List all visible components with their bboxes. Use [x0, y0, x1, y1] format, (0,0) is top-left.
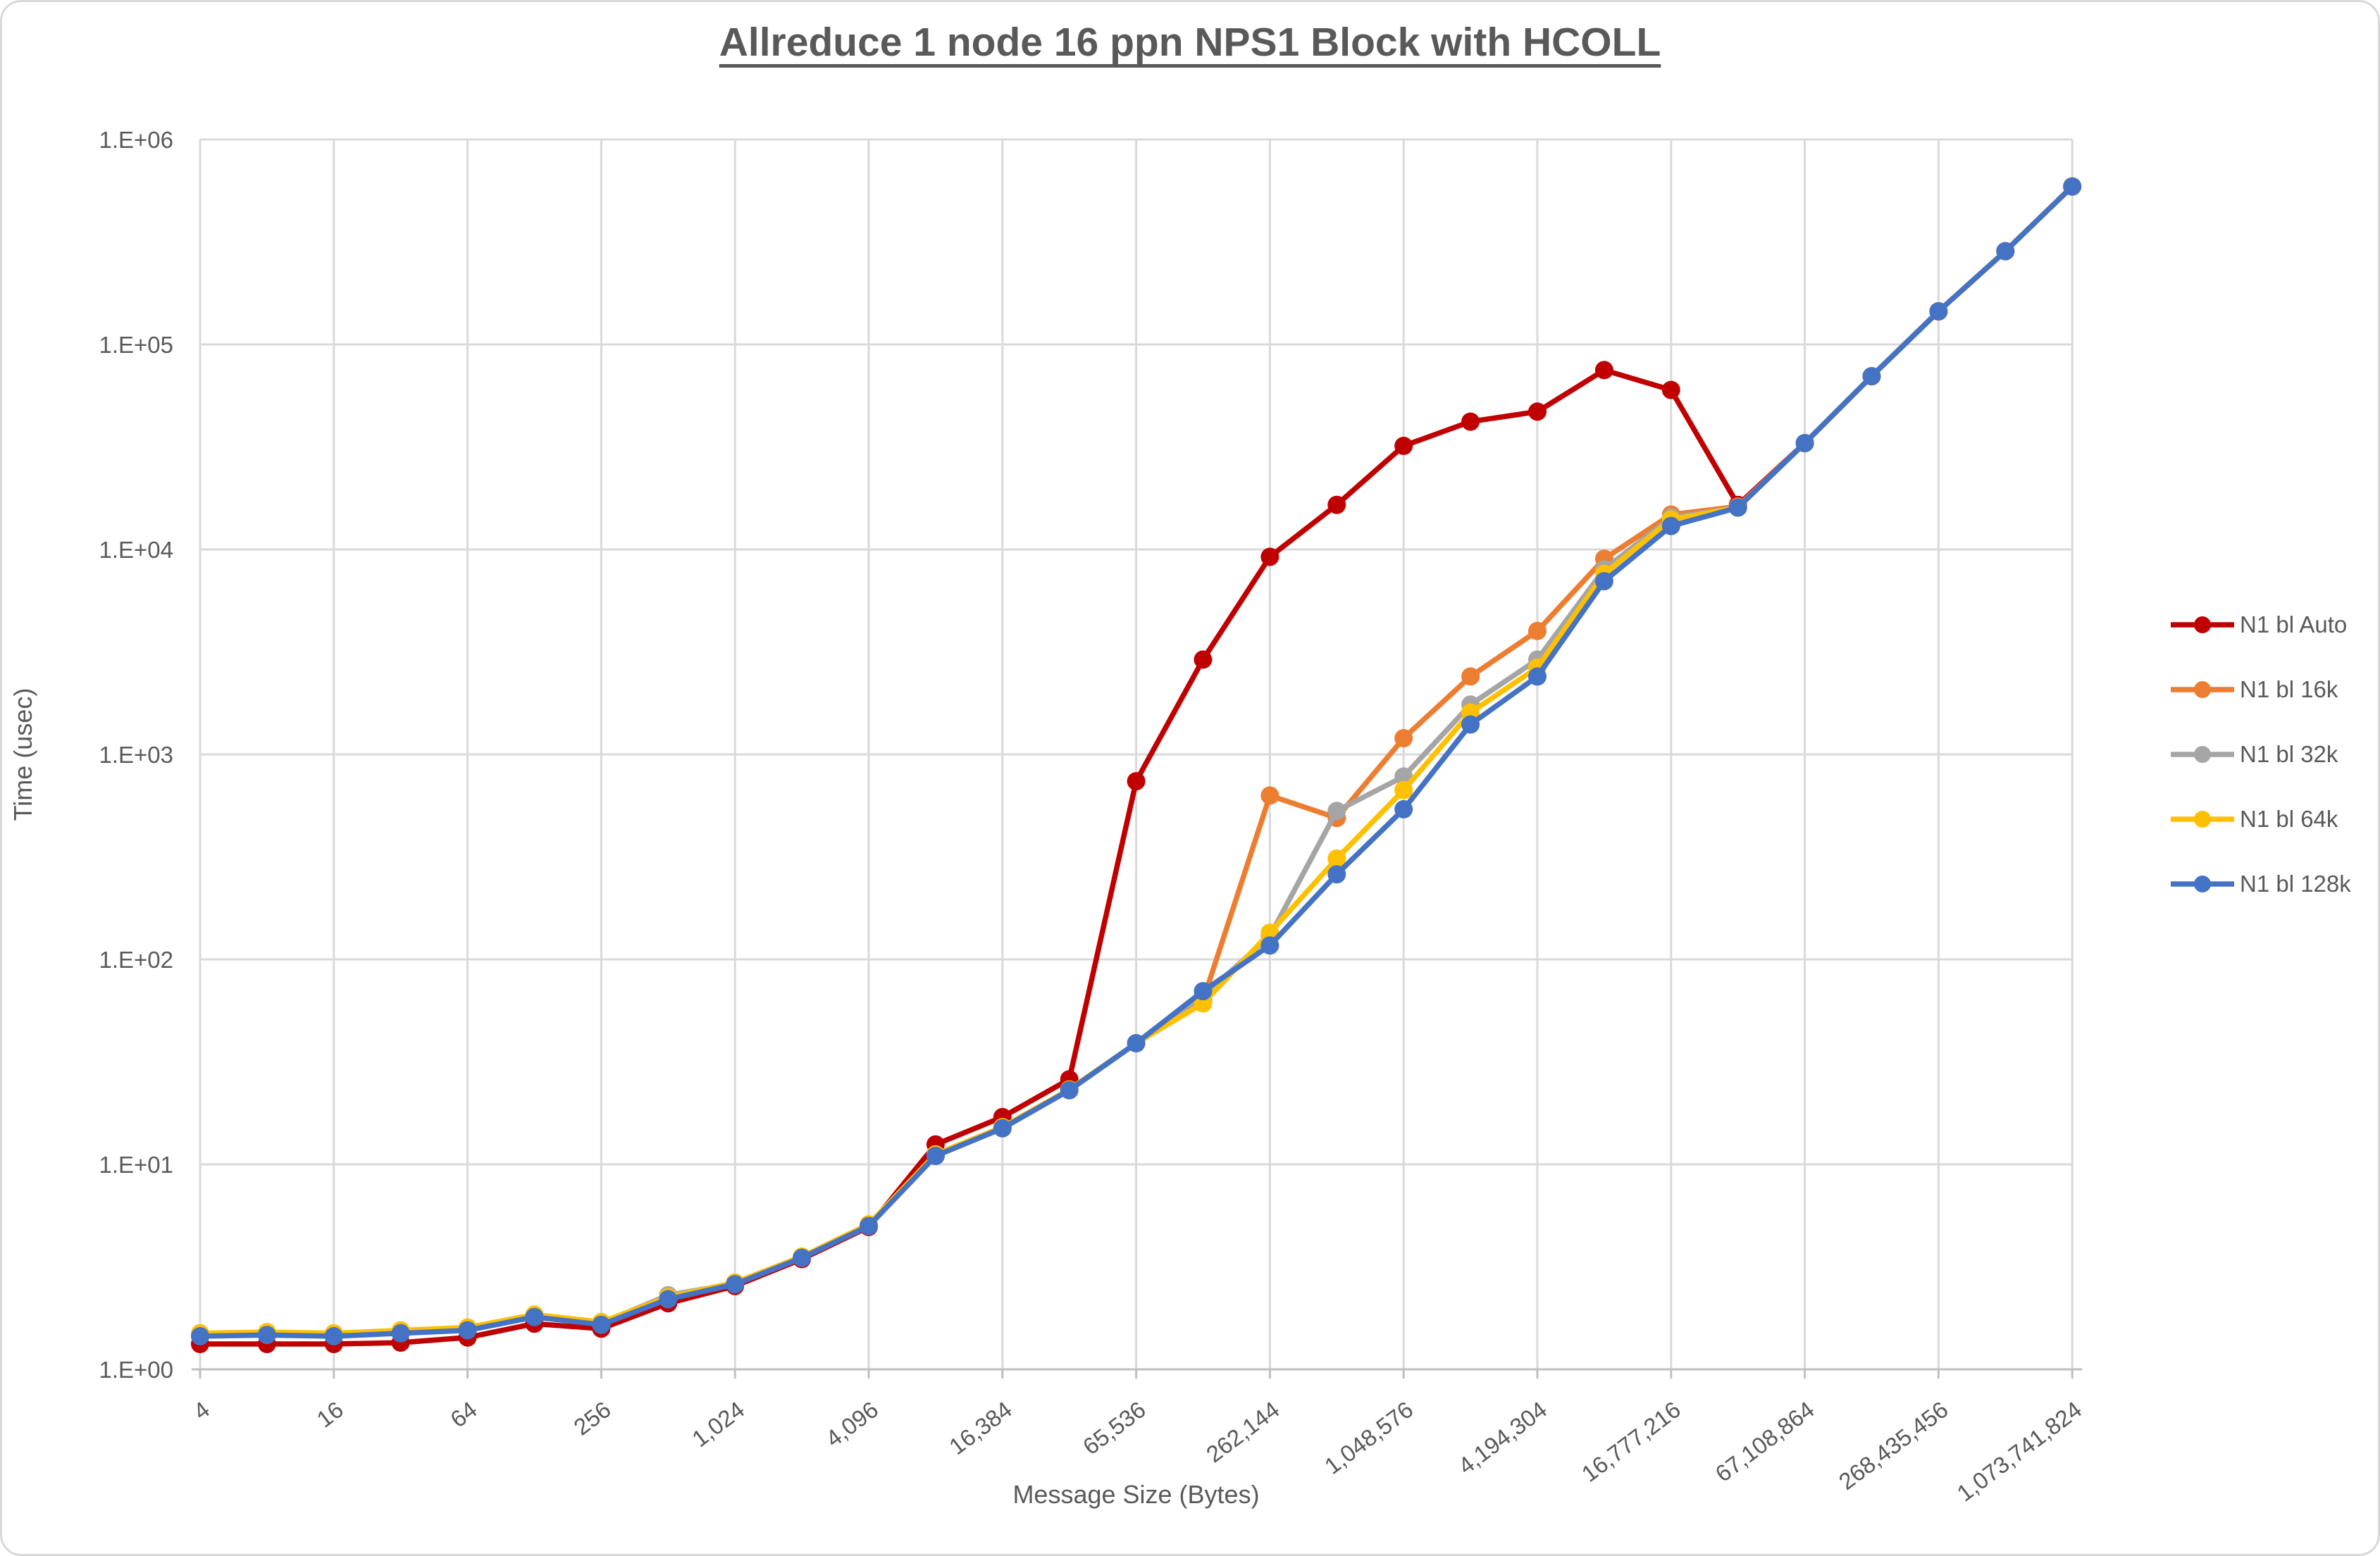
data-point [1394, 780, 1413, 799]
x-tick-label: 4,194,304 [1454, 1396, 1552, 1479]
x-tick-label: 4 [188, 1396, 214, 1425]
legend-marker [2194, 616, 2211, 633]
data-point [1461, 667, 1480, 686]
data-point [1461, 715, 1480, 734]
x-tick-label: 65,536 [1078, 1396, 1151, 1459]
legend-marker [2194, 746, 2211, 763]
x-tick-label: 16 [311, 1396, 348, 1433]
data-point [1260, 936, 1279, 955]
data-point [1127, 772, 1146, 791]
y-tick-label: 1.E+03 [99, 742, 173, 768]
data-point [1795, 434, 1814, 453]
legend-marker [2194, 681, 2211, 698]
data-point [1394, 437, 1413, 455]
x-tick-label: 1,048,576 [1320, 1396, 1418, 1479]
x-tick-label: 4,096 [821, 1396, 883, 1452]
data-point [1260, 786, 1279, 805]
legend-item-n1-bl-16k: N1 bl 16k [2171, 676, 2338, 702]
data-point [1862, 367, 1881, 386]
data-point [1594, 572, 1613, 591]
data-point [726, 1275, 745, 1294]
legend-label: N1 bl 32k [2240, 741, 2338, 767]
chart-title: Allreduce 1 node 16 ppn NPS1 Block with … [719, 20, 1661, 65]
data-point [1528, 402, 1547, 421]
data-point [1661, 380, 1680, 399]
data-point [592, 1315, 611, 1334]
y-tick-label: 1.E+05 [99, 332, 173, 358]
data-point [1127, 1034, 1146, 1052]
y-tick-label: 1.E+02 [99, 947, 173, 973]
data-point [1929, 302, 1948, 320]
legend-item-n1-bl-32k: N1 bl 32k [2171, 741, 2338, 767]
x-tick-label: 16,384 [944, 1396, 1017, 1459]
axes [192, 1368, 2083, 1378]
legend-marker [2194, 811, 2211, 828]
legend-label: N1 bl 128k [2240, 871, 2351, 897]
data-point [1060, 1081, 1079, 1100]
data-point [324, 1327, 343, 1345]
data-point [926, 1147, 945, 1165]
legend: N1 bl Auto N1 bl 16k N1 bl 32k N1 bl 64k N1 … [2171, 611, 2351, 897]
gridlines [199, 138, 2074, 1371]
legend-item-n1-bl-auto: N1 bl Auto [2171, 611, 2347, 637]
data-point [1327, 495, 1346, 514]
data-point [1327, 802, 1346, 821]
x-axis-title: Message Size (Bytes) [1012, 1480, 1260, 1509]
data-point [1327, 865, 1346, 884]
data-point [525, 1307, 544, 1326]
data-point [1461, 412, 1480, 431]
data-point [1194, 650, 1213, 669]
data-point [659, 1290, 678, 1309]
y-tick-label: 1.E+04 [99, 537, 173, 563]
y-tick-label: 1.E+01 [99, 1152, 173, 1178]
series-n1-bl-128k [191, 177, 2082, 1345]
x-tick-label: 262,144 [1201, 1396, 1284, 1467]
legend-item-n1-bl-64k: N1 bl 64k [2171, 806, 2338, 832]
x-tick-label: 67,108,864 [1711, 1396, 1819, 1487]
data-point [993, 1119, 1012, 1138]
data-point [860, 1216, 878, 1236]
data-point [1260, 547, 1279, 566]
legend-marker [2194, 876, 2211, 892]
data-point [1528, 621, 1547, 640]
data-point [1394, 799, 1413, 819]
legend-label: N1 bl 16k [2240, 676, 2338, 702]
x-tick-label: 16,777,216 [1577, 1396, 1685, 1487]
data-point [191, 1327, 209, 1345]
data-point [1528, 667, 1547, 686]
legend-label: N1 bl 64k [2240, 806, 2338, 832]
data-point [1728, 498, 1747, 517]
data-point [257, 1326, 276, 1345]
y-axis-title-text: Time (usec) [8, 687, 37, 821]
y-tick-label: 1.E+06 [99, 127, 173, 153]
data-point [1661, 516, 1680, 535]
data-point [391, 1324, 410, 1343]
y-tick-labels: 1.E+00 1.E+01 1.E+02 1.E+03 1.E+04 1.E+05 1.E+… [99, 127, 173, 1383]
data-point [458, 1321, 477, 1340]
legend-item-n1-bl-128k: N1 bl 128k [2171, 871, 2351, 897]
x-tick-label: 256 [569, 1396, 615, 1440]
data-point [2063, 177, 2082, 196]
data-point [1394, 729, 1413, 747]
y-tick-label: 1.E+00 [99, 1357, 173, 1383]
data-point [1194, 982, 1213, 1001]
x-tick-label: 1,024 [687, 1396, 749, 1452]
legend-label: N1 bl Auto [2240, 611, 2347, 637]
data-point [1327, 849, 1346, 868]
x-tick-label: 64 [445, 1396, 482, 1433]
data-point [793, 1248, 812, 1267]
data-point [1996, 242, 2015, 261]
data-point [1594, 361, 1613, 380]
